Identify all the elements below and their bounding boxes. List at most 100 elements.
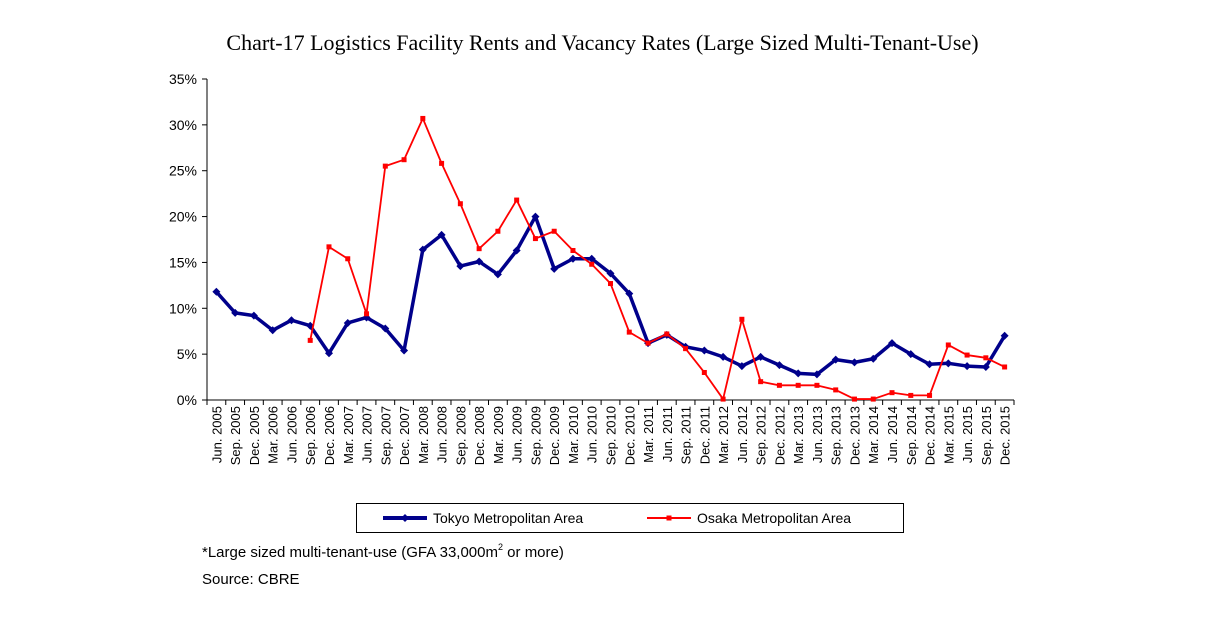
y-tick-label: 0% (177, 392, 197, 408)
point-osaka (814, 382, 820, 388)
point-tokyo (418, 245, 427, 254)
legend-tokyo-label: Tokyo Metropolitan Area (433, 510, 584, 526)
x-tick-label: Jun. 2015 (960, 406, 975, 463)
x-tick-label: Jun. 2011 (660, 406, 675, 462)
x-tick-label: Dec. 2005 (247, 406, 262, 465)
x-tick-label: Mar. 2015 (941, 406, 956, 464)
series-line-tokyo (215, 214, 1007, 377)
point-osaka (927, 392, 933, 398)
point-osaka (701, 369, 707, 375)
x-tick-label: Sep. 2005 (228, 406, 243, 465)
point-tokyo (794, 369, 803, 378)
y-tick-label: 30% (169, 117, 197, 133)
point-tokyo (906, 350, 915, 359)
point-osaka (345, 256, 351, 262)
point-tokyo (625, 289, 634, 298)
point-osaka (795, 382, 801, 388)
footnote-gfa-superscript: 2 (498, 542, 504, 552)
point-osaka (420, 115, 426, 121)
point-osaka (401, 157, 407, 163)
x-tick-label: Dec. 2006 (322, 406, 337, 465)
x-tick-label: Mar. 2008 (416, 406, 431, 464)
x-tick-label: Sep. 2012 (754, 406, 769, 465)
x-axis: Jun. 2005 Sep. 2005 Dec. 2005 Mar. 2006 Jun.… (206, 400, 1015, 465)
y-tick-label: 25% (169, 163, 197, 179)
point-tokyo (850, 358, 859, 367)
x-tick-label: Jun. 2008 (435, 406, 450, 463)
x-tick-label: Sep. 2008 (453, 406, 468, 465)
x-tick-label: Mar. 2009 (491, 406, 506, 464)
point-osaka (439, 160, 445, 166)
point-tokyo (324, 349, 333, 358)
x-tick-label: Dec. 2012 (772, 406, 787, 465)
legend-tokyo-swatch-icon (383, 514, 427, 522)
point-osaka (758, 379, 764, 385)
legend-item-tokyo: Tokyo Metropolitan Area (383, 504, 583, 532)
point-tokyo (737, 362, 746, 371)
point-tokyo (493, 270, 502, 279)
y-tick-label: 5% (177, 346, 197, 362)
x-tick-label: Sep. 2011 (679, 406, 694, 464)
point-tokyo (531, 212, 540, 221)
point-osaka (551, 228, 557, 234)
legend-item-osaka: Osaka Metropolitan Area (647, 504, 851, 532)
point-tokyo (606, 269, 615, 278)
x-tick-label: Sep. 2013 (829, 406, 844, 465)
point-osaka (532, 236, 538, 242)
point-osaka (326, 244, 332, 250)
point-osaka (945, 342, 951, 348)
point-osaka (720, 396, 726, 402)
x-tick-label: Dec. 2009 (547, 406, 562, 465)
point-osaka (589, 261, 595, 267)
x-tick-label: Mar. 2011 (641, 406, 656, 463)
x-tick-label: Mar. 2010 (566, 406, 581, 464)
x-tick-label: Sep. 2014 (904, 406, 919, 465)
point-osaka (514, 197, 520, 203)
point-tokyo (700, 346, 709, 355)
x-tick-label: Sep. 2006 (303, 406, 318, 465)
point-osaka (983, 355, 989, 361)
point-tokyo (925, 360, 934, 369)
chart-title: Chart-17 Logistics Facility Rents and Va… (226, 30, 979, 55)
point-osaka (851, 396, 857, 402)
point-osaka (776, 382, 782, 388)
y-tick-label: 10% (169, 300, 197, 316)
x-tick-label: Jun. 2013 (810, 406, 825, 463)
x-tick-label: Dec. 2010 (622, 406, 637, 465)
x-tick-label: Jun. 2006 (284, 406, 299, 463)
x-tick-label: Dec. 2014 (923, 406, 938, 465)
point-tokyo (400, 346, 409, 355)
footnote-gfa-text: *Large sized multi-tenant-use (GFA 33,00… (202, 544, 498, 561)
x-tick-label: Jun. 2009 (510, 406, 525, 463)
line-chart: 0% 5% 10% 15% 20% 25% 30% 35% Jun. 2005 Sep. 200… (169, 71, 1015, 465)
x-tick-label: Jun. 2005 (209, 406, 224, 463)
point-osaka (495, 228, 501, 234)
point-osaka (964, 352, 970, 358)
x-tick-label: Jun. 2012 (735, 406, 750, 463)
point-tokyo (437, 230, 446, 239)
point-osaka (608, 281, 613, 287)
x-tick-label: Jun. 2014 (885, 406, 900, 463)
point-osaka (739, 316, 745, 322)
x-tick-label: Mar. 2012 (716, 406, 731, 464)
footnote-source: Source: CBRE (202, 571, 300, 588)
point-osaka (889, 390, 895, 396)
point-tokyo (812, 370, 821, 379)
point-tokyo (287, 316, 296, 325)
x-tick-label: Jun. 2007 (360, 406, 375, 463)
series-layer (212, 115, 1009, 402)
point-tokyo (249, 311, 258, 320)
point-tokyo (587, 254, 596, 263)
point-tokyo (475, 257, 484, 266)
legend-osaka-swatch-icon (647, 515, 691, 521)
x-tick-label: Dec. 2015 (998, 406, 1013, 465)
x-tick-label: Dec. 2008 (472, 406, 487, 465)
point-osaka (833, 387, 839, 393)
plot-frame (206, 79, 1014, 401)
y-tick-label: 15% (169, 254, 197, 270)
point-tokyo (456, 262, 465, 271)
x-tick-label: Mar. 2007 (341, 406, 356, 464)
point-osaka (364, 311, 370, 317)
y-tick-label: 20% (169, 209, 197, 225)
point-tokyo (268, 326, 277, 335)
